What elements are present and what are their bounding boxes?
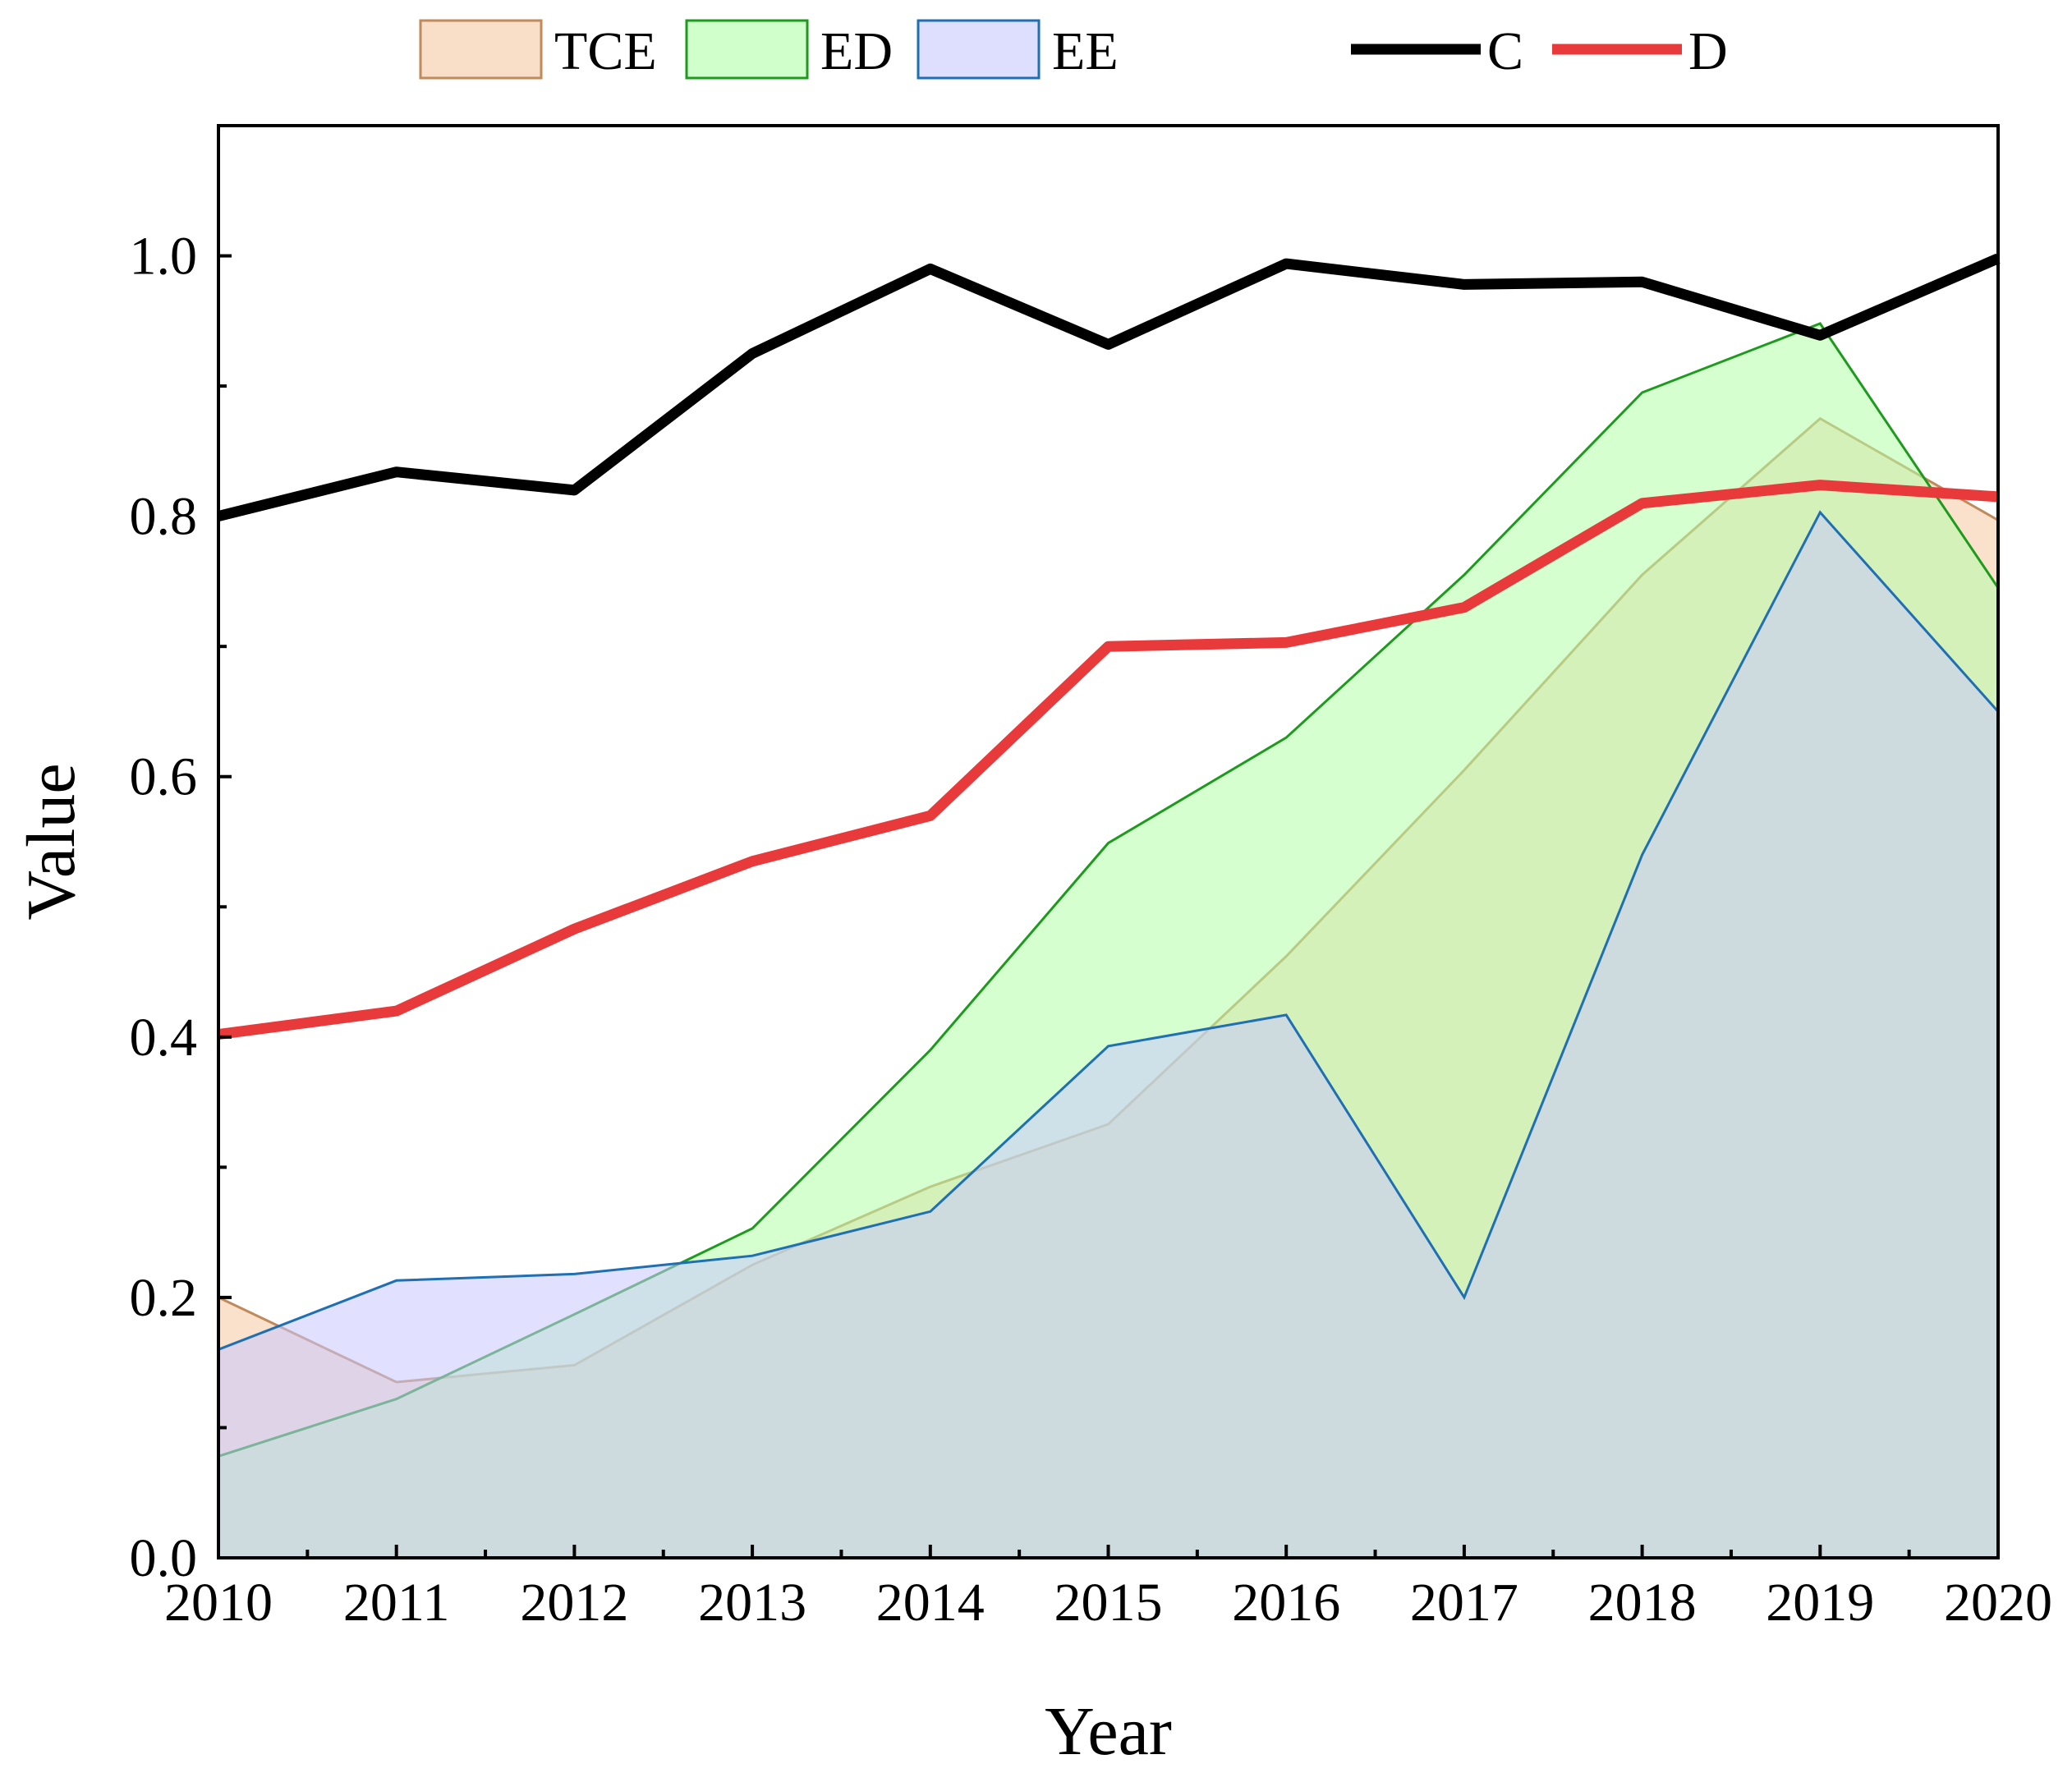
axis-labels: 0.0 0.2 0.4 0.6 0.8 1.0 2010 2011 2012 2013 2014 20… bbox=[13, 227, 2052, 1770]
y-tick-label: 0.8 bbox=[130, 487, 198, 547]
legend-swatch-ee bbox=[917, 19, 1041, 80]
x-tick-label: 2010 bbox=[164, 1573, 273, 1633]
y-tick-label: 0.4 bbox=[130, 1008, 198, 1068]
x-axis-title: Year bbox=[1045, 1693, 1172, 1770]
area-ee-fill bbox=[218, 512, 1998, 1558]
legend-label-c: C bbox=[1487, 21, 1523, 81]
area-series bbox=[218, 322, 2000, 1559]
legend: TCE ED EE C D bbox=[419, 19, 1728, 81]
x-tick-label: 2019 bbox=[1766, 1573, 1874, 1633]
x-tick-label: 2016 bbox=[1232, 1573, 1340, 1633]
legend-label-ee: EE bbox=[1052, 21, 1119, 81]
y-tick-label: 0.0 bbox=[130, 1528, 198, 1588]
legend-swatch-tce bbox=[419, 19, 543, 80]
x-tick-label: 2017 bbox=[1410, 1573, 1518, 1633]
x-tick-label: 2011 bbox=[343, 1573, 450, 1633]
legend-label-tce: TCE bbox=[554, 21, 657, 81]
y-axis-title: Value bbox=[13, 763, 90, 920]
y-tick-label: 0.6 bbox=[130, 747, 198, 807]
y-tick-label: 0.2 bbox=[130, 1268, 198, 1328]
y-tick-label: 1.0 bbox=[130, 227, 198, 287]
x-tick-label: 2012 bbox=[520, 1573, 628, 1633]
legend-label-ed: ED bbox=[820, 21, 893, 81]
legend-label-d: D bbox=[1688, 21, 1728, 81]
legend-swatch-ed bbox=[685, 19, 809, 80]
axes bbox=[217, 124, 2000, 1559]
x-tick-label: 2020 bbox=[1944, 1573, 2052, 1633]
x-tick-label: 2013 bbox=[698, 1573, 806, 1633]
x-tick-label: 2018 bbox=[1588, 1573, 1697, 1633]
x-tick-label: 2014 bbox=[876, 1573, 985, 1633]
x-tick-label: 2015 bbox=[1054, 1573, 1163, 1633]
